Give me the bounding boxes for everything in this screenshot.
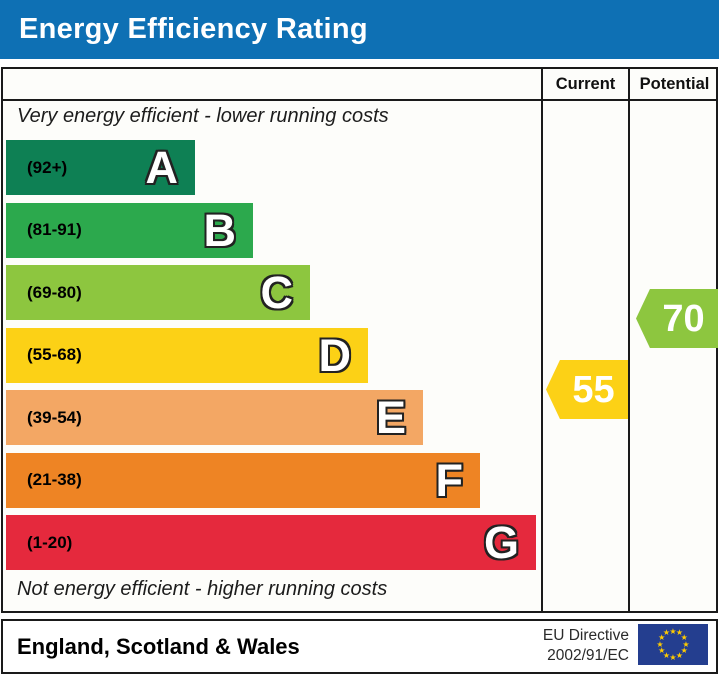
band-letter: E: [375, 392, 406, 443]
bottom-note: Not energy efficient - higher running co…: [17, 578, 388, 600]
band-row-d: (55-68) D: [6, 327, 368, 383]
top-note: Very energy efficient - lower running co…: [17, 105, 389, 127]
potential-rating-arrow: 70: [636, 289, 718, 348]
band-range-label: (69-80): [27, 282, 82, 302]
band-row-a: (92+) A: [6, 140, 195, 195]
title-bar: Energy Efficiency Rating: [0, 0, 719, 59]
eu-directive-text: EU Directive 2002/91/EC: [543, 626, 629, 668]
eu-flag-star-icon: ★: [669, 652, 677, 662]
band-letter: F: [435, 454, 464, 506]
band-letter: G: [483, 517, 519, 568]
band-letter: A: [145, 142, 179, 193]
band-range-label: (81-91): [27, 220, 82, 239]
eu-flag-star-icon: ★: [656, 639, 664, 649]
band-row-f: (21-38) F: [6, 452, 480, 508]
band-range-label: (55-68): [27, 345, 82, 364]
eu-flag-star-icon: ★: [675, 650, 684, 660]
eu-flag-star-icon: ★: [669, 626, 677, 636]
band-range-label: (1-20): [27, 532, 73, 552]
column-divider-chart-current: [541, 69, 543, 611]
footer-bar: England, Scotland & Wales EU Directive 2…: [1, 619, 718, 674]
page-title: Energy Efficiency Rating: [19, 13, 368, 45]
header-separator: [3, 99, 716, 101]
eu-flag-star-icon: ★: [662, 628, 671, 638]
column-header-potential: Potential: [639, 74, 710, 93]
column-header-current: Current: [555, 74, 616, 93]
band-letter: C: [260, 267, 294, 318]
band-row-e: (39-54) E: [6, 390, 423, 445]
band-row-c: (69-80) C: [6, 265, 310, 320]
eu-flag-star-icon: ★: [658, 633, 666, 642]
region-label: England, Scotland & Wales: [17, 633, 300, 659]
eu-flag-star-icon: ★: [675, 628, 684, 638]
band-range-label: (39-54): [27, 407, 82, 427]
current-rating-arrow: 55: [546, 360, 628, 419]
potential-rating-value: 70: [662, 297, 705, 340]
eu-flag-star-icon: ★: [682, 639, 690, 649]
eu-flag-star-icon: ★: [680, 646, 688, 655]
band-letter: D: [318, 329, 352, 381]
eu-directive-line2: 2002/91/EC: [547, 647, 629, 665]
column-divider-current-potential: [628, 69, 630, 611]
band-row-g: (1-20) G: [6, 515, 536, 570]
eu-directive-line1: EU Directive: [542, 626, 629, 644]
band-row-b: (81-91) B: [6, 202, 253, 258]
eu-flag-icon: ★ ★ ★ ★ ★ ★ ★ ★ ★ ★ ★ ★: [638, 624, 708, 665]
current-rating-value: 55: [572, 368, 615, 411]
rating-table: Current Potential Very energy efficient …: [1, 67, 718, 613]
band-range-label: (21-38): [27, 470, 82, 489]
eu-flag-star-icon: ★: [680, 633, 688, 642]
eu-flag-star-icon: ★: [662, 650, 671, 660]
band-range-label: (92+): [27, 157, 68, 177]
band-letter: B: [203, 204, 237, 256]
eu-flag-star-icon: ★: [658, 646, 666, 655]
